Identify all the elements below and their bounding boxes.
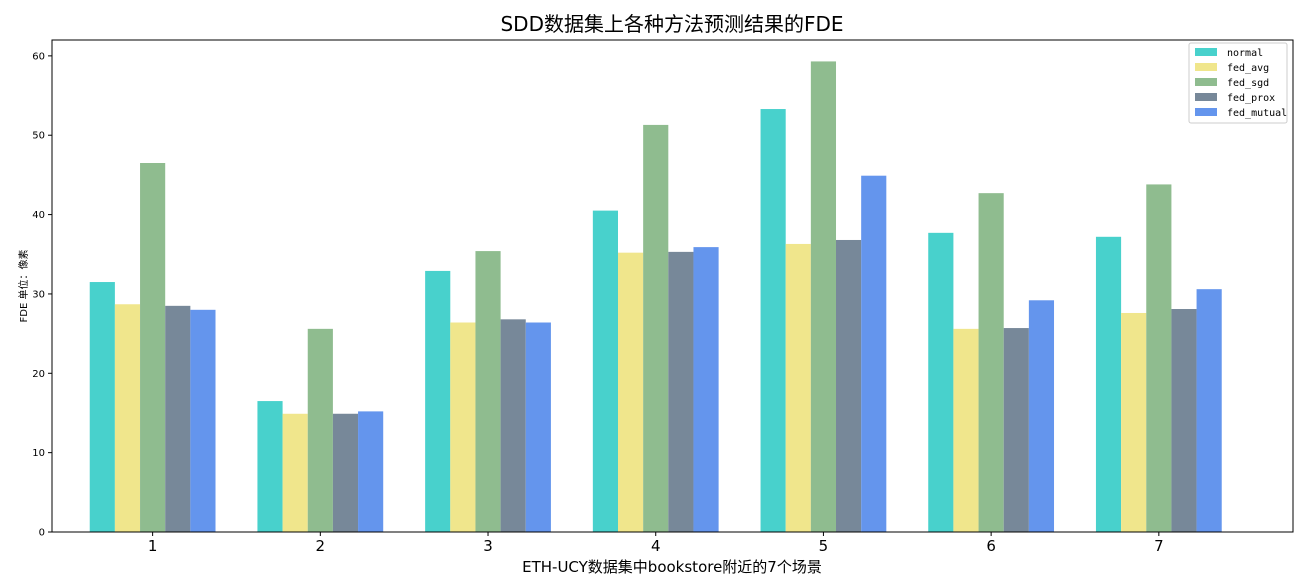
x-tick-label: 2 <box>316 537 326 555</box>
y-tick-label: 10 <box>32 448 45 459</box>
bar-fed_prox-6 <box>1003 328 1029 532</box>
bar-fed_mutual-1 <box>190 309 216 532</box>
bar-fed_avg-7 <box>1121 312 1147 532</box>
bar-normal-1 <box>89 282 115 532</box>
bar-fed_prox-4 <box>668 251 694 532</box>
bar-fed_sgd-3 <box>475 251 501 533</box>
legend-label-fed_avg: fed_avg <box>1227 63 1269 74</box>
legend-label-fed_mutual: fed_mutual <box>1227 108 1287 119</box>
bar-normal-5 <box>760 109 786 533</box>
x-axis-label: ETH-UCY数据集中bookstore附近的7个场景 <box>522 558 822 576</box>
chart-title: SDD数据集上各种方法预测结果的FDE <box>500 12 843 36</box>
bar-fed_sgd-5 <box>810 61 837 532</box>
bar-fed_mutual-2 <box>358 411 384 532</box>
y-tick-label: 20 <box>32 369 45 380</box>
bar-fed_prox-5 <box>836 239 862 533</box>
legend-swatch-fed_mutual <box>1195 108 1217 116</box>
x-tick-label: 4 <box>651 537 661 555</box>
bar-fed_sgd-7 <box>1146 184 1172 532</box>
bar-fed_prox-3 <box>500 319 526 532</box>
legend-label-fed_prox: fed_prox <box>1227 93 1275 104</box>
bar-fed_prox-7 <box>1171 309 1197 532</box>
bar-fed_mutual-3 <box>525 322 551 532</box>
bar-normal-6 <box>928 232 954 532</box>
legend-swatch-normal <box>1195 48 1217 56</box>
bar-fed_avg-2 <box>282 413 308 532</box>
legend-label-fed_sgd: fed_sgd <box>1227 78 1269 89</box>
x-tick-label: 5 <box>819 537 829 555</box>
y-tick-label: 40 <box>32 210 45 221</box>
bar-fed_sgd-4 <box>643 124 669 533</box>
bar-fed_sgd-1 <box>140 163 166 532</box>
bar-fed_mutual-7 <box>1196 289 1222 532</box>
bar-normal-3 <box>425 270 451 532</box>
x-tick-label: 1 <box>148 537 158 555</box>
y-tick-label: 50 <box>32 131 45 142</box>
bar-fed_avg-1 <box>114 304 141 532</box>
bar-fed_sgd-2 <box>307 328 333 532</box>
y-axis-label: FDE 单位：像素 <box>17 250 30 323</box>
legend-swatch-fed_avg <box>1195 63 1217 71</box>
bar-fed_mutual-5 <box>861 175 887 532</box>
y-tick-label: 30 <box>32 289 45 300</box>
bar-fed_prox-2 <box>332 413 359 532</box>
bar-fed_sgd-6 <box>978 193 1004 532</box>
x-axis-ticks: 1 2 3 4 5 6 7 <box>148 532 1164 555</box>
x-tick-label: 7 <box>1154 537 1164 555</box>
y-tick-label: 0 <box>39 528 45 539</box>
bar-normal-7 <box>1095 236 1122 533</box>
bar-fed_avg-3 <box>450 322 476 532</box>
bar-fed_avg-5 <box>785 243 811 532</box>
bar-normal-2 <box>257 401 283 532</box>
legend: normal fed_avg fed_sgd fed_prox fed_mutual <box>1188 42 1288 124</box>
legend-swatch-fed_sgd <box>1195 78 1217 86</box>
bar-fed_mutual-6 <box>1028 300 1055 532</box>
legend-swatch-fed_prox <box>1195 93 1217 101</box>
x-tick-label: 3 <box>483 537 493 555</box>
bar-normal-4 <box>592 210 618 532</box>
y-axis-ticks: 0 10 20 30 40 50 60 <box>32 51 52 539</box>
bars-layer <box>89 61 1222 533</box>
plot-frame <box>51 39 1294 533</box>
y-tick-label: 60 <box>32 51 45 62</box>
legend-label-normal: normal <box>1227 48 1263 59</box>
bar-fed_avg-4 <box>617 252 644 533</box>
bar-fed_avg-6 <box>953 328 979 532</box>
bar-fed_prox-1 <box>165 305 191 532</box>
bar-fed_mutual-4 <box>693 247 719 532</box>
x-tick-label: 6 <box>986 537 996 555</box>
